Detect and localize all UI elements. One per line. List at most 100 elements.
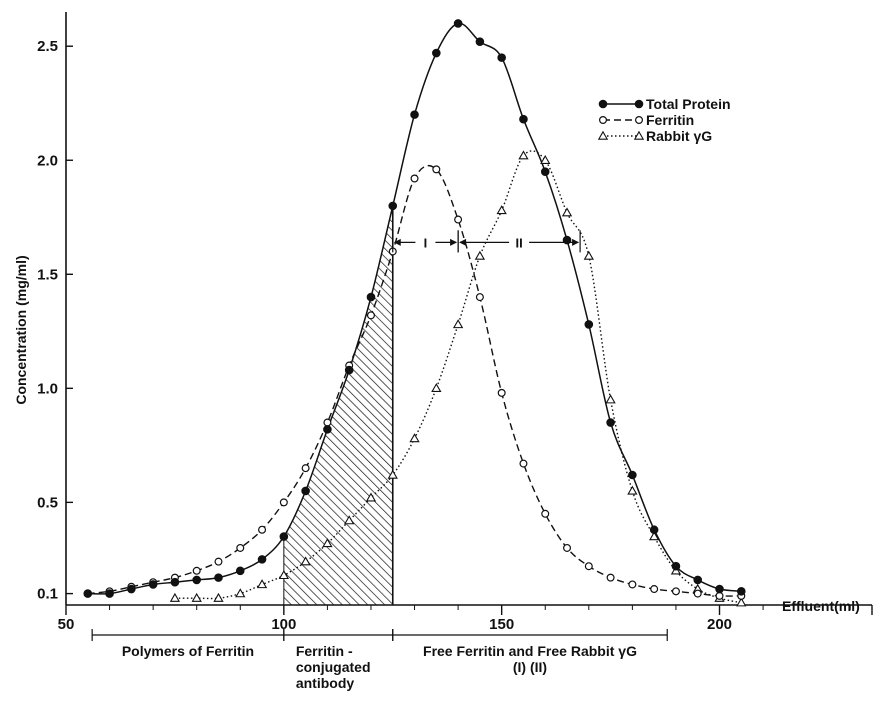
point-total-protein	[214, 573, 223, 582]
x-tick-label: 200	[707, 616, 732, 633]
point-ferritin	[214, 557, 223, 566]
point-ferritin	[258, 525, 267, 534]
point-ferritin	[628, 580, 637, 589]
point-rabbit-g	[627, 485, 638, 495]
point-total-protein	[736, 587, 746, 596]
annotations: I II	[392, 230, 581, 253]
point-total-protein	[235, 566, 245, 576]
legend-label-total-protein: Total Protein	[646, 96, 731, 112]
point-rabbit-g	[344, 515, 355, 525]
point-ferritin	[475, 293, 484, 302]
arrowhead	[393, 238, 401, 246]
y-tick-label: 2.5	[37, 38, 58, 55]
point-total-protein	[519, 114, 528, 124]
point-total-protein	[671, 561, 681, 571]
point-rabbit-g	[213, 592, 224, 602]
point-ferritin	[432, 165, 441, 174]
point-ferritin	[519, 459, 528, 468]
x-axis-label: Effluent(ml)	[782, 598, 860, 614]
point-ferritin	[301, 464, 310, 473]
point-ferritin	[606, 573, 615, 582]
point-ferritin	[192, 566, 201, 575]
region-label-conjugated: Ferritin -	[296, 643, 353, 659]
point-ferritin	[236, 543, 245, 552]
point-total-protein	[388, 201, 398, 211]
legend-label-ferritin: Ferritin	[646, 112, 694, 128]
y-tick-label: 0.5	[37, 494, 58, 511]
arrowhead	[459, 238, 467, 246]
point-total-protein	[432, 48, 441, 58]
point-total-protein	[540, 167, 550, 176]
region-label-polymers: Polymers of Ferritin	[122, 643, 254, 659]
point-ferritin	[279, 498, 288, 507]
point-rabbit-g	[605, 394, 616, 404]
legend-marker-rabbit-g	[597, 130, 609, 140]
point-rabbit-g	[561, 207, 573, 217]
y-tick-label: 1.5	[37, 266, 58, 283]
annotation-label: II	[515, 235, 522, 250]
point-ferritin	[584, 562, 593, 571]
arrowhead	[572, 238, 580, 246]
shaded-region	[283, 205, 394, 605]
point-ferritin	[693, 589, 702, 598]
legend-marker-total-protein	[598, 99, 608, 109]
point-ferritin	[497, 388, 506, 397]
hatched-area	[283, 205, 393, 605]
point-rabbit-g	[300, 556, 311, 566]
x-tick-label: 50	[58, 616, 75, 633]
series-line-rabbit-g	[174, 150, 742, 604]
legend-marker-total-protein	[634, 99, 644, 109]
point-total-protein	[148, 580, 158, 589]
point-total-protein	[83, 589, 93, 598]
point-ferritin	[454, 215, 463, 224]
point-rabbit-g	[191, 592, 202, 602]
point-total-protein	[105, 589, 114, 598]
point-total-protein	[366, 292, 376, 302]
point-rabbit-g	[278, 570, 289, 580]
point-rabbit-g	[452, 319, 464, 329]
point-rabbit-g	[474, 250, 486, 260]
point-ferritin	[323, 418, 332, 427]
series-layer	[83, 19, 747, 607]
point-ferritin	[671, 587, 680, 596]
x-tick-label: 150	[489, 616, 514, 633]
legend-marker-ferritin	[598, 115, 607, 124]
point-ferritin	[366, 311, 375, 320]
point-rabbit-g	[583, 250, 594, 260]
point-total-protein	[497, 53, 506, 62]
point-total-protein	[257, 555, 267, 564]
point-rabbit-g	[649, 531, 660, 541]
point-rabbit-g	[169, 592, 181, 602]
point-ferritin	[563, 543, 572, 552]
series-line-ferritin	[87, 164, 742, 597]
point-rabbit-g	[409, 433, 420, 443]
legend-marker-rabbit-g	[633, 130, 645, 140]
point-rabbit-g	[736, 597, 747, 607]
point-total-protein	[301, 486, 310, 496]
point-total-protein	[715, 584, 724, 594]
point-rabbit-g	[387, 469, 398, 479]
region-brackets: Polymers of Ferritin Ferritin -conjugated…	[91, 629, 668, 691]
y-tick-label: 2.0	[37, 152, 58, 169]
arrowhead	[450, 238, 458, 246]
point-total-protein	[649, 525, 659, 535]
region-label-free: Free Ferritin and Free Rabbit γG	[423, 643, 637, 659]
legend-label-rabbit-g: Rabbit γG	[646, 128, 712, 144]
point-rabbit-g	[518, 150, 529, 160]
point-total-protein	[628, 470, 637, 480]
point-rabbit-g	[235, 588, 246, 598]
series-line-total-protein	[87, 22, 742, 595]
point-total-protein	[475, 37, 485, 46]
point-total-protein	[344, 365, 354, 375]
point-ferritin	[410, 174, 419, 183]
axes: 0.1 0.5 1.0 1.5 2.0 2.5 50 100 150 200	[37, 12, 873, 633]
point-total-protein	[410, 110, 419, 119]
y-tick-label: 1.0	[37, 380, 58, 397]
point-total-protein	[170, 577, 180, 587]
point-ferritin	[541, 509, 550, 518]
point-rabbit-g	[322, 538, 333, 548]
point-rabbit-g	[496, 205, 507, 215]
point-total-protein	[584, 320, 594, 329]
